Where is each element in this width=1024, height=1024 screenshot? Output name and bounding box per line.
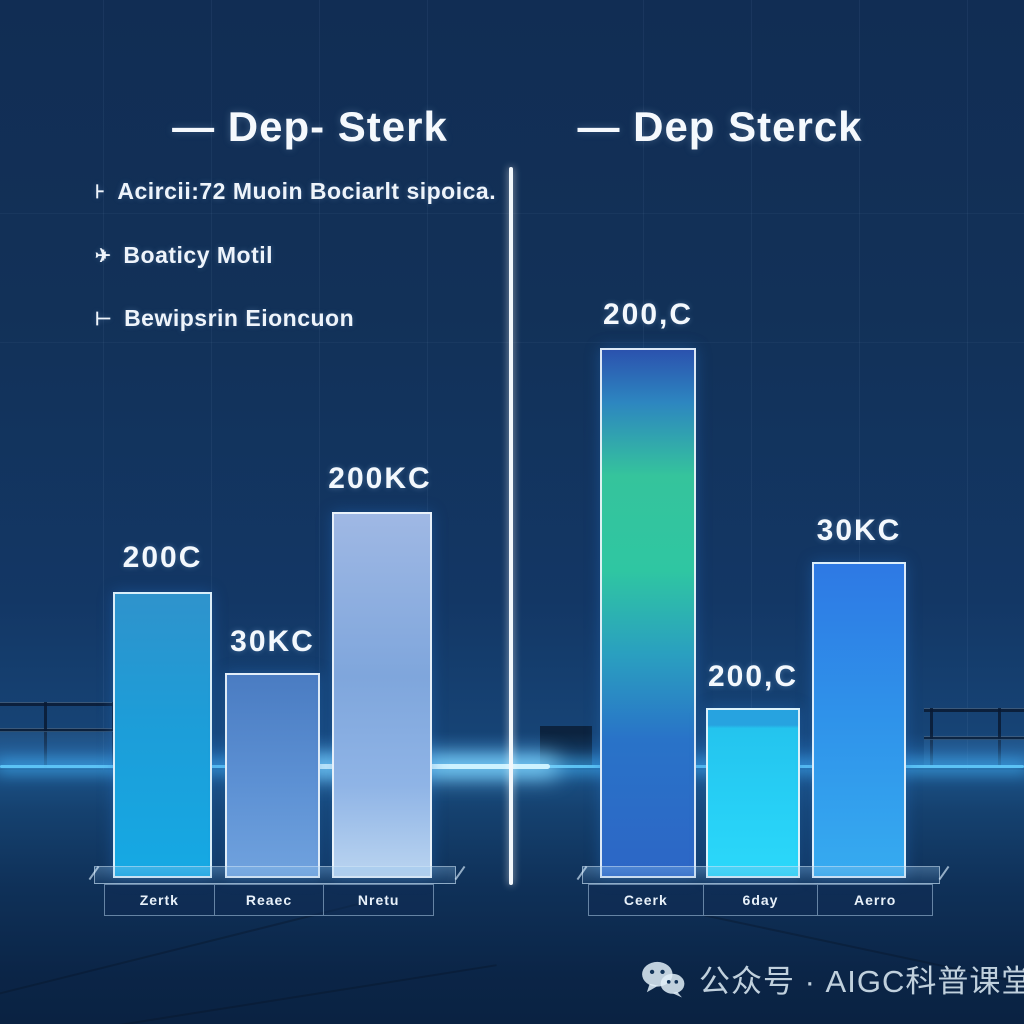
bar-right-2 <box>706 708 800 878</box>
value-label: 200C <box>122 541 203 574</box>
grid-line <box>967 0 968 770</box>
bullet-text: Boaticy Motil <box>123 242 274 268</box>
tack-icon: ⊢ <box>95 309 113 330</box>
bullet-item: ⊦ Acircii:72 Muoin Bociarlt sipoica. <box>95 178 496 205</box>
left-pedestal-tray <box>94 866 456 884</box>
left-railing-rail <box>0 728 118 732</box>
distant-building <box>540 726 592 768</box>
bar-right-1 <box>600 348 696 878</box>
axis-label: Ceerk <box>623 892 668 908</box>
left-axis-band: Zertk Reaec Nretu <box>104 884 434 916</box>
left-railing-post <box>44 702 47 768</box>
axis-label: Aerro <box>817 885 932 915</box>
right-railing-rail <box>924 736 1024 740</box>
bar-left-2 <box>225 673 320 878</box>
value-label: 200KC <box>328 462 432 495</box>
right-railing-post <box>930 708 933 766</box>
value-label: 30KC <box>816 514 902 547</box>
value-label: 200,C <box>707 660 799 693</box>
grid-line <box>859 0 860 770</box>
left-railing-glass <box>0 731 118 769</box>
divider-line <box>509 167 513 885</box>
right-chart-title: — Dep Sterck <box>577 103 863 150</box>
grid-line <box>319 0 320 770</box>
bullet-text: Bewipsrin Eioncuon <box>124 305 355 331</box>
plane-icon: ✈ <box>95 246 112 267</box>
right-axis-band: Ceerk 6day Aerro <box>588 884 933 916</box>
grid-line <box>751 0 752 770</box>
bar-right-3 <box>812 562 906 878</box>
watermark-text: 公众号 · AIGC科普课堂 <box>699 964 1024 999</box>
value-label: 30KC <box>230 625 315 658</box>
grid-line <box>427 0 428 770</box>
bar-left-3 <box>332 512 432 878</box>
left-chart-title: — Dep- Sterk <box>172 103 448 150</box>
right-railing-rail <box>924 708 1024 712</box>
tack-icon: ⊦ <box>95 182 106 203</box>
right-railing-post <box>998 708 1001 766</box>
right-pedestal-tray <box>582 866 940 884</box>
right-railing-glass <box>924 739 1024 767</box>
bar-left-1 <box>113 592 212 878</box>
axis-label: Reaec <box>213 885 324 915</box>
left-railing-rail <box>0 702 118 706</box>
grid-line <box>103 0 104 770</box>
bullet-text: Acircii:72 Muoin Bociarlt sipoica. <box>117 178 497 204</box>
grid-line <box>211 0 212 770</box>
axis-label: Zertk <box>139 892 179 908</box>
axis-label: 6day <box>702 885 818 915</box>
axis-label: Nretu <box>323 885 433 915</box>
value-label: 200,C <box>602 298 694 331</box>
bullet-item: ⊢ Bewipsrin Eioncuon <box>95 305 354 332</box>
wechat-icon <box>642 961 685 998</box>
watermark: 公众号 · AIGC科普课堂 <box>640 956 1024 1001</box>
bullet-item: ✈ Boaticy Motil <box>95 242 273 269</box>
